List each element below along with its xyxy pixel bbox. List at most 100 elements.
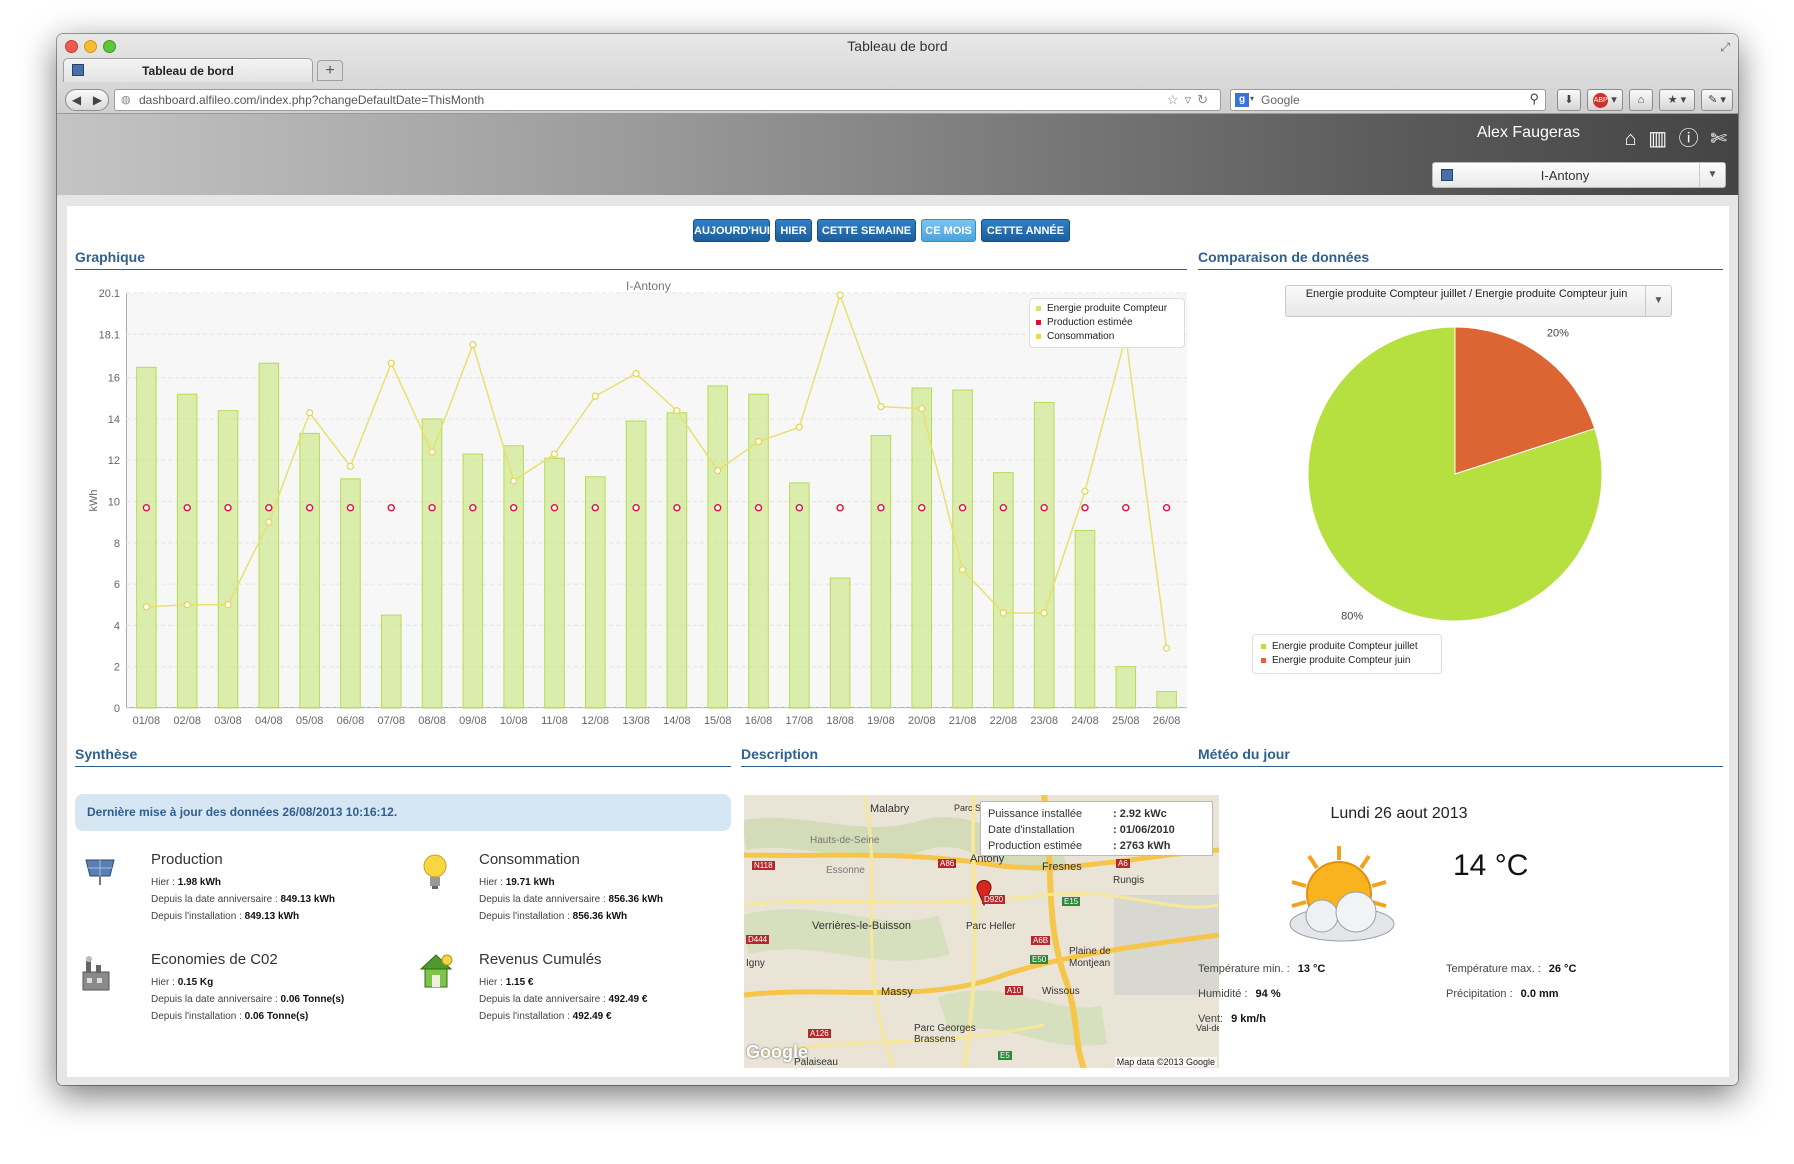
point-consommation[interactable]: [224, 601, 232, 609]
site-select[interactable]: I-Antony ▼: [1432, 162, 1726, 188]
bar-energie-produite[interactable]: [666, 412, 688, 709]
point-consommation[interactable]: [550, 450, 559, 458]
point-production-estimee[interactable]: [714, 504, 722, 512]
new-tab-button[interactable]: +: [317, 60, 343, 81]
point-consommation[interactable]: [510, 477, 518, 485]
point-production-estimee[interactable]: [632, 504, 640, 512]
pie-legend-item-juillet[interactable]: Energie produite Compteur juillet: [1261, 640, 1433, 654]
point-production-estimee[interactable]: [469, 504, 477, 512]
bar-energie-produite[interactable]: [707, 385, 729, 709]
bar-energie-produite[interactable]: [584, 476, 606, 709]
point-production-estimee[interactable]: [428, 504, 436, 512]
bar-energie-produite[interactable]: [1074, 529, 1096, 709]
bar-energie-produite[interactable]: [870, 434, 892, 709]
fullscreen-icon[interactable]: ⤢: [1720, 40, 1730, 54]
point-production-estimee[interactable]: [509, 504, 518, 512]
point-production-estimee[interactable]: [591, 504, 599, 512]
bar-energie-produite[interactable]: [421, 418, 443, 709]
legend-item-consommation[interactable]: Consommation: [1036, 330, 1178, 344]
reload-icon[interactable]: ↻: [1197, 92, 1214, 107]
period-month-button[interactable]: CE MOIS: [921, 219, 976, 242]
period-today-button[interactable]: AUJOURD'HUI: [693, 219, 770, 242]
bar-energie-produite[interactable]: [1033, 401, 1055, 709]
point-production-estimee[interactable]: [1081, 504, 1089, 512]
point-production-estimee[interactable]: [877, 504, 885, 512]
bar-energie-produite[interactable]: [503, 445, 524, 709]
point-consommation[interactable]: [142, 603, 151, 611]
bar-energie-produite[interactable]: [258, 362, 280, 709]
point-production-estimee[interactable]: [224, 504, 232, 512]
point-consommation[interactable]: [754, 438, 763, 446]
search-icon[interactable]: ⚲: [1529, 91, 1539, 106]
bar-energie-produite[interactable]: [829, 577, 851, 709]
point-consommation[interactable]: [999, 609, 1007, 617]
extensions-button[interactable]: ✎ ▾: [1701, 89, 1733, 111]
bar-energie-produite[interactable]: [299, 432, 320, 709]
point-production-estimee[interactable]: [183, 504, 191, 512]
bookmarks-button[interactable]: ★ ▾: [1659, 89, 1695, 111]
bar-energie-produite[interactable]: [1156, 690, 1177, 709]
pie-slice[interactable]: [1454, 326, 1596, 475]
period-yesterday-button[interactable]: HIER: [775, 219, 812, 242]
minimize-window-button[interactable]: [84, 40, 97, 53]
point-production-estimee[interactable]: [918, 504, 926, 512]
point-production-estimee[interactable]: [1162, 504, 1171, 512]
point-production-estimee[interactable]: [265, 504, 273, 512]
zoom-window-button[interactable]: [103, 40, 116, 53]
home-button[interactable]: ⌂: [1629, 89, 1653, 111]
info-icon[interactable]: ⓘ: [1678, 128, 1702, 150]
chevron-down-icon[interactable]: ▼: [1699, 163, 1725, 187]
point-consommation[interactable]: [795, 423, 803, 431]
point-consommation[interactable]: [265, 518, 273, 526]
bar-energie-produite[interactable]: [176, 393, 198, 709]
bar-energie-produite[interactable]: [136, 366, 157, 709]
legend-item-estimee[interactable]: Production estimée: [1036, 316, 1178, 330]
point-consommation[interactable]: [428, 448, 436, 456]
point-consommation[interactable]: [591, 392, 599, 400]
search-input[interactable]: Google: [1261, 93, 1300, 107]
bar-energie-produite[interactable]: [993, 472, 1014, 709]
bar-energie-produite[interactable]: [217, 410, 239, 709]
point-production-estimee[interactable]: [387, 504, 395, 512]
point-consommation[interactable]: [632, 369, 640, 378]
point-consommation[interactable]: [346, 462, 355, 471]
url-dropdown-icon[interactable]: ▿: [1184, 92, 1198, 107]
point-consommation[interactable]: [918, 405, 926, 413]
bar-energie-produite[interactable]: [340, 478, 361, 709]
point-production-estimee[interactable]: [142, 504, 151, 512]
bar-energie-produite[interactable]: [911, 387, 933, 709]
point-production-estimee[interactable]: [999, 504, 1008, 512]
point-production-estimee[interactable]: [673, 504, 681, 512]
point-consommation[interactable]: [836, 291, 844, 299]
point-production-estimee[interactable]: [795, 504, 804, 512]
point-production-estimee[interactable]: [1040, 504, 1048, 512]
point-consommation[interactable]: [958, 566, 967, 574]
period-week-button[interactable]: CETTE SEMAINE: [817, 219, 916, 242]
point-consommation[interactable]: [1081, 487, 1089, 495]
location-map[interactable]: Malabry Antony Verrières-le-Buisson Parc…: [744, 795, 1219, 1068]
downloads-button[interactable]: ⬇: [1557, 89, 1581, 111]
point-consommation[interactable]: [877, 402, 885, 411]
point-production-estimee[interactable]: [1122, 504, 1130, 512]
pie-slice[interactable]: [1307, 326, 1603, 622]
point-production-estimee[interactable]: [346, 504, 355, 512]
forward-arrow-icon[interactable]: ▶: [92, 93, 103, 107]
bar-energie-produite[interactable]: [544, 457, 565, 709]
point-consommation[interactable]: [673, 407, 681, 415]
period-year-button[interactable]: CETTE ANNÉE: [981, 219, 1070, 242]
point-production-estimee[interactable]: [836, 504, 844, 512]
bar-energie-produite[interactable]: [748, 393, 769, 709]
chevron-down-icon[interactable]: ▼: [1645, 286, 1671, 316]
google-engine-icon[interactable]: g: [1235, 93, 1249, 107]
user-name[interactable]: Alex Faugeras: [1476, 124, 1580, 141]
point-consommation[interactable]: [714, 466, 722, 475]
bar-energie-produite[interactable]: [462, 453, 484, 709]
search-bar[interactable]: g ▾ Google ⚲: [1230, 89, 1546, 111]
url-text[interactable]: dashboard.alfileo.com/index.php?changeDe…: [139, 93, 485, 107]
bar-energie-produite[interactable]: [789, 482, 810, 709]
point-production-estimee[interactable]: [550, 504, 559, 512]
point-production-estimee[interactable]: [754, 504, 763, 512]
point-consommation[interactable]: [469, 341, 477, 349]
point-consommation[interactable]: [1162, 644, 1171, 652]
point-production-estimee[interactable]: [305, 504, 314, 512]
